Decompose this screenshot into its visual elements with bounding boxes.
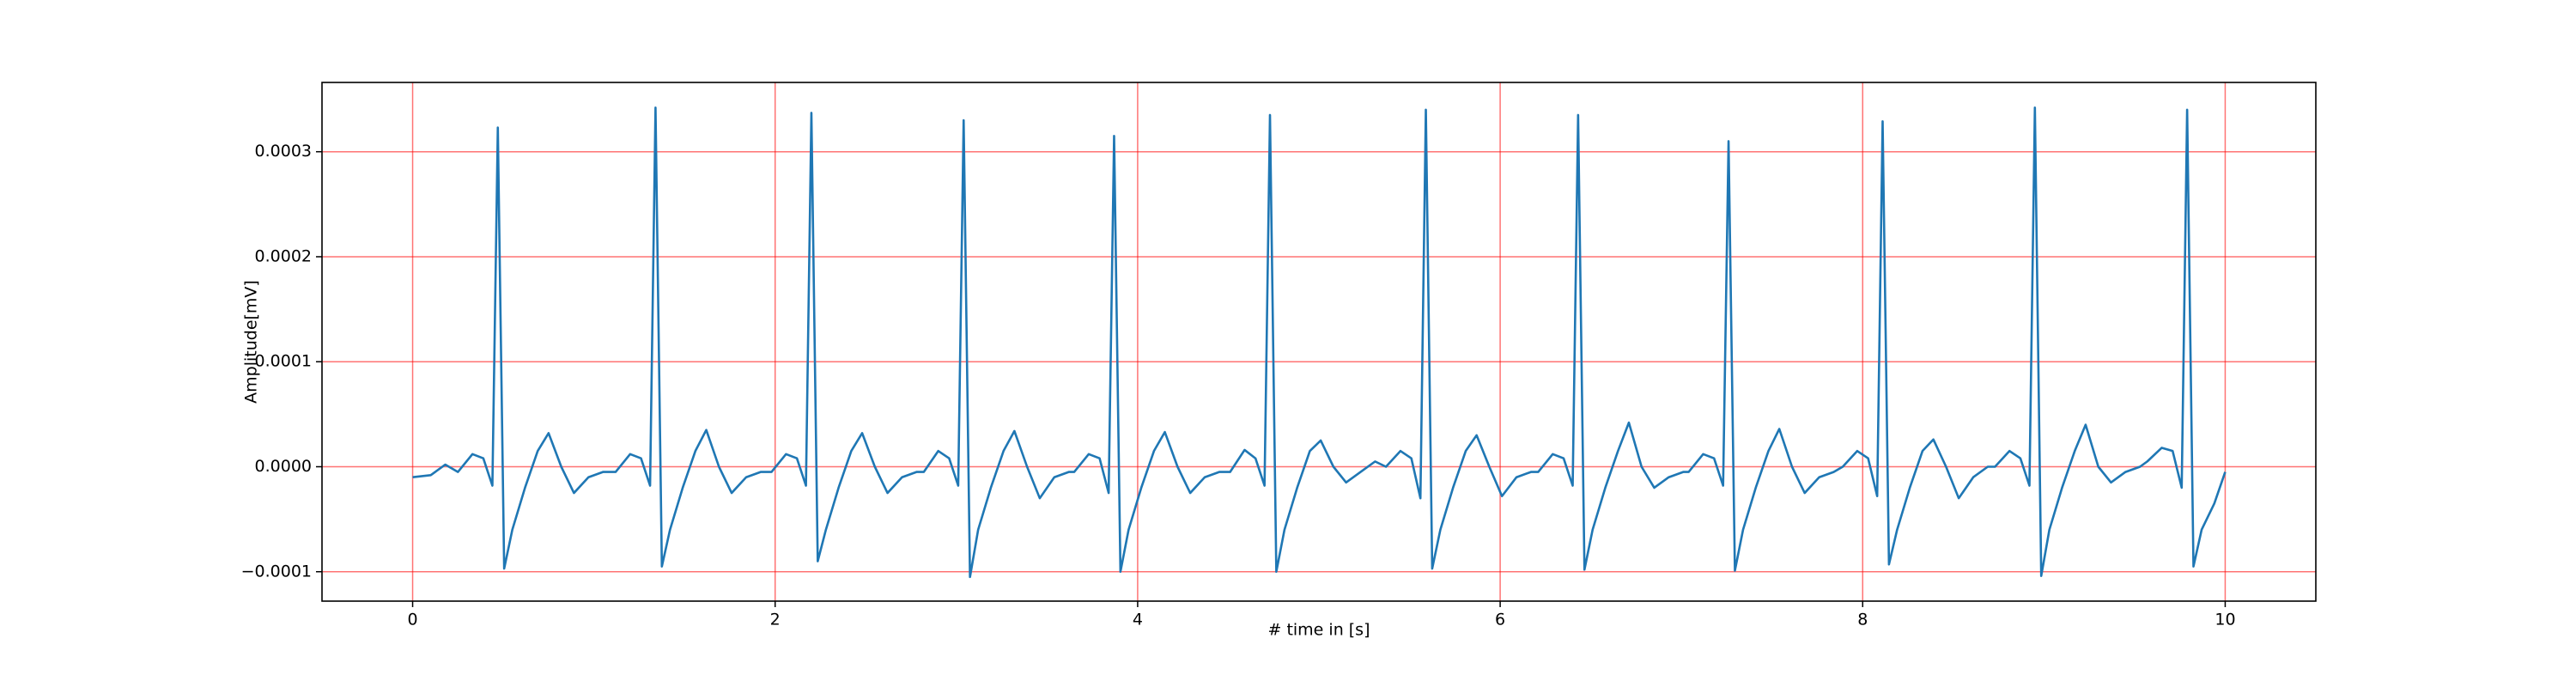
- x-tick-label: 8: [1857, 611, 1868, 629]
- x-tick-label: 2: [770, 611, 781, 629]
- y-tick-label: 0.0000: [255, 457, 312, 476]
- x-tick-label: 10: [2215, 611, 2235, 629]
- y-tick-label: 0.0002: [255, 246, 312, 265]
- x-axis-label: # time in [s]: [1267, 621, 1370, 640]
- y-tick-label: 0.0003: [255, 142, 312, 161]
- x-tick-label: 4: [1133, 611, 1143, 629]
- plot-layer: [412, 106, 2227, 579]
- y-axis-label: Amplitude[mV]: [242, 280, 261, 404]
- signal-line: [412, 106, 2227, 579]
- x-tick-label: 0: [407, 611, 417, 629]
- x-tick-label: 6: [1495, 611, 1505, 629]
- y-tick-label: −0.0001: [241, 562, 312, 581]
- plot-frame: [321, 82, 2317, 602]
- y-tick-label: 0.0001: [255, 352, 312, 371]
